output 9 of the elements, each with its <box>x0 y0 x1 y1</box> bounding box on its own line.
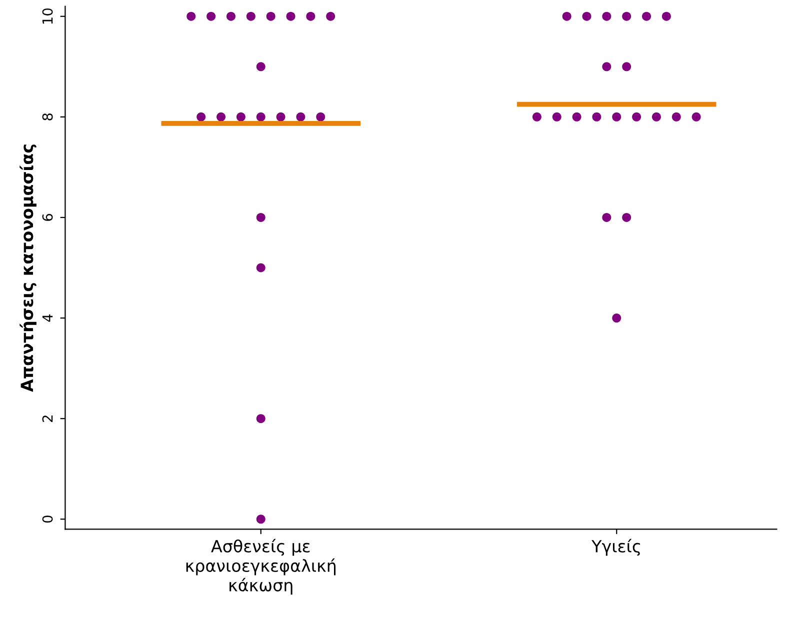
y-tick-label: 8 <box>42 113 53 120</box>
y-tick-label: 0 <box>42 516 53 523</box>
x-tick-label: Υγιείς <box>592 538 640 556</box>
x-tick-label: Ασθενείς με κρανιοεγκεφαλική κάκωση <box>186 538 336 595</box>
y-tick-label: 10 <box>42 8 53 24</box>
y-tick-label: 4 <box>42 314 53 322</box>
y-tick-label: 2 <box>42 416 53 422</box>
y-tick-label: 6 <box>42 214 53 221</box>
y-axis-title: Απαντήσεις κατονομασίας <box>20 144 36 392</box>
